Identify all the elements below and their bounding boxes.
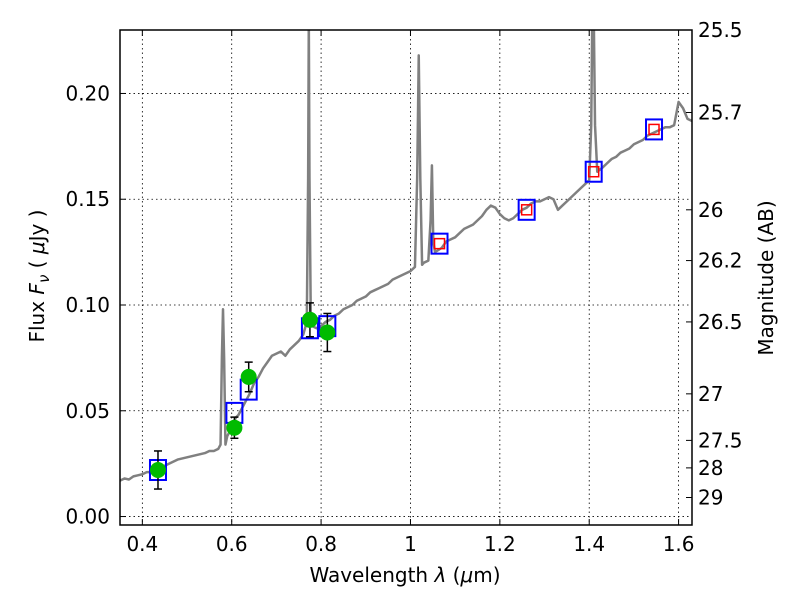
y-axis-title-part: F [25,283,49,295]
observed-point [319,324,336,341]
y-tick-label: 0.00 [65,505,110,529]
x-tick-label: 1.4 [573,532,605,556]
grid [120,30,692,525]
observed-point [149,462,166,478]
ir-photometry-marker [433,237,446,250]
x-tick-label: 1.2 [484,532,516,556]
model-photometry-square [584,160,603,183]
right-tick-label: 26.2 [698,249,743,273]
right-tick-label: 27 [698,382,723,406]
x-axis-title: Wavelength λ (μm) [309,563,500,587]
y-axis-title-part: Flux [25,295,49,343]
ir-photometry-marker [587,165,600,178]
x-axis-title-part: λ [433,563,446,587]
x-tick-label: 0.6 [216,532,248,556]
right-tick-label: 25.5 [698,18,743,42]
y-tick-label: 0.15 [65,187,110,211]
right-tick-label: 25.7 [698,101,743,125]
model-photometry-square [430,232,449,255]
right-tick-label: 26 [698,198,723,222]
spectrum-line [120,30,692,482]
right-axis: 25.5 25.7 26 26.2 26.5 27 27.5 28 29 [686,18,743,510]
y-axis: 0.00 0.05 0.10 0.15 0.20 [65,81,126,529]
x-axis-title-part: μ [459,563,473,587]
right-tick-label: 27.5 [698,428,743,452]
observed-point [240,368,257,385]
series-layer [120,30,692,482]
right-tick-label: 29 [698,486,723,510]
observed-point [301,311,318,328]
y-axis-title-part: μ [25,241,49,255]
model-photometry-square [645,118,664,141]
marker-layer [148,118,664,490]
x-axis-title-part: m) [473,563,500,587]
y-axis-title-part: ( [25,254,49,275]
y-axis-title-part: ν [35,275,53,283]
x-tick-label: 1.6 [663,532,695,556]
ir-photometry-marker [520,204,533,216]
plot-area [119,29,693,526]
x-tick-label: 0.4 [126,532,158,556]
x-axis-title-part: ( [446,563,460,587]
y-tick-label: 0.10 [65,293,110,317]
y-axis-title: Flux Fν ( μJy ) [25,209,53,342]
right-axis-title: Magnitude (AB) [754,200,778,355]
y-axis-title-part: Jy ) [25,209,49,243]
observed-point [226,419,243,436]
x-tick-label: 0.8 [305,532,337,556]
x-axis: 0.4 0.6 0.8 1 1.2 1.4 1.6 [126,30,695,556]
y-tick-label: 0.20 [65,81,110,105]
y-tick-label: 0.05 [65,399,110,423]
x-tick-label: 1 [404,532,417,556]
right-tick-label: 26.5 [698,310,743,334]
model-photometry-square [517,198,536,221]
right-tick-label: 28 [698,456,723,480]
x-axis-title-part: Wavelength [309,563,434,587]
ir-photometry-marker [648,123,660,136]
